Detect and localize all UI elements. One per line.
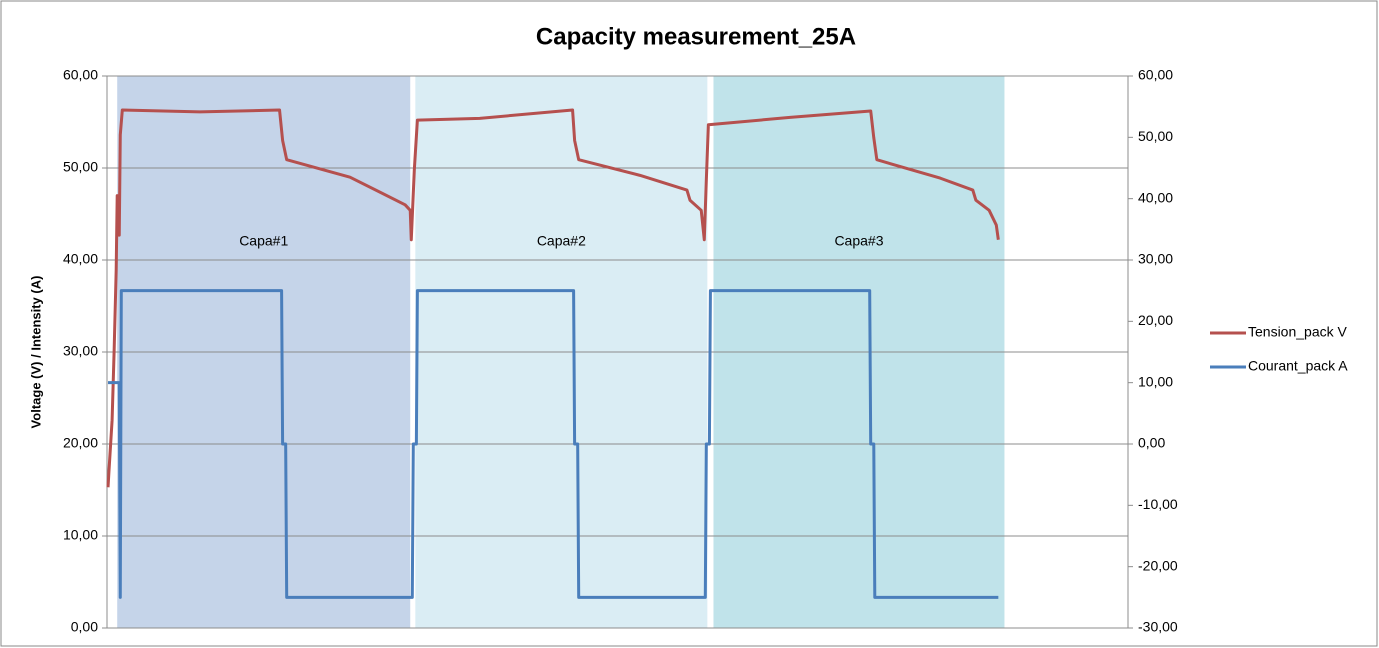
y2-tick-label: 0,00 [1138, 435, 1165, 451]
band-label: Capa#1 [239, 233, 288, 249]
y-tick-label: 40,00 [63, 251, 98, 267]
y2-tick-label: -10,00 [1138, 496, 1178, 512]
band-label: Capa#3 [834, 233, 883, 249]
legend-label: Tension_pack V [1248, 324, 1348, 340]
legend-label: Courant_pack A [1248, 358, 1348, 374]
y2-tick-label: 60,00 [1138, 67, 1173, 83]
y2-tick-label: 20,00 [1138, 312, 1173, 328]
y2-tick-label: 40,00 [1138, 189, 1173, 205]
y-tick-label: 10,00 [63, 527, 98, 543]
band-label: Capa#2 [537, 233, 586, 249]
y-tick-label: 0,00 [71, 619, 98, 635]
y2-tick-label: 50,00 [1138, 128, 1173, 144]
y2-tick-label: -20,00 [1138, 557, 1178, 573]
y-tick-label: 50,00 [63, 159, 98, 175]
y-tick-label: 20,00 [63, 435, 98, 451]
series-line [108, 289, 999, 599]
chart-title: Capacity measurement_25A [536, 23, 856, 50]
y2-tick-label: 30,00 [1138, 251, 1173, 267]
y-tick-label: 30,00 [63, 343, 98, 359]
y2-tick-label: 10,00 [1138, 373, 1173, 389]
y-axis-label: Voltage (V) / Intensity (A) [28, 276, 43, 429]
y2-tick-label: -30,00 [1138, 619, 1178, 635]
y-tick-label: 60,00 [63, 67, 98, 83]
series-line [106, 108, 1000, 488]
